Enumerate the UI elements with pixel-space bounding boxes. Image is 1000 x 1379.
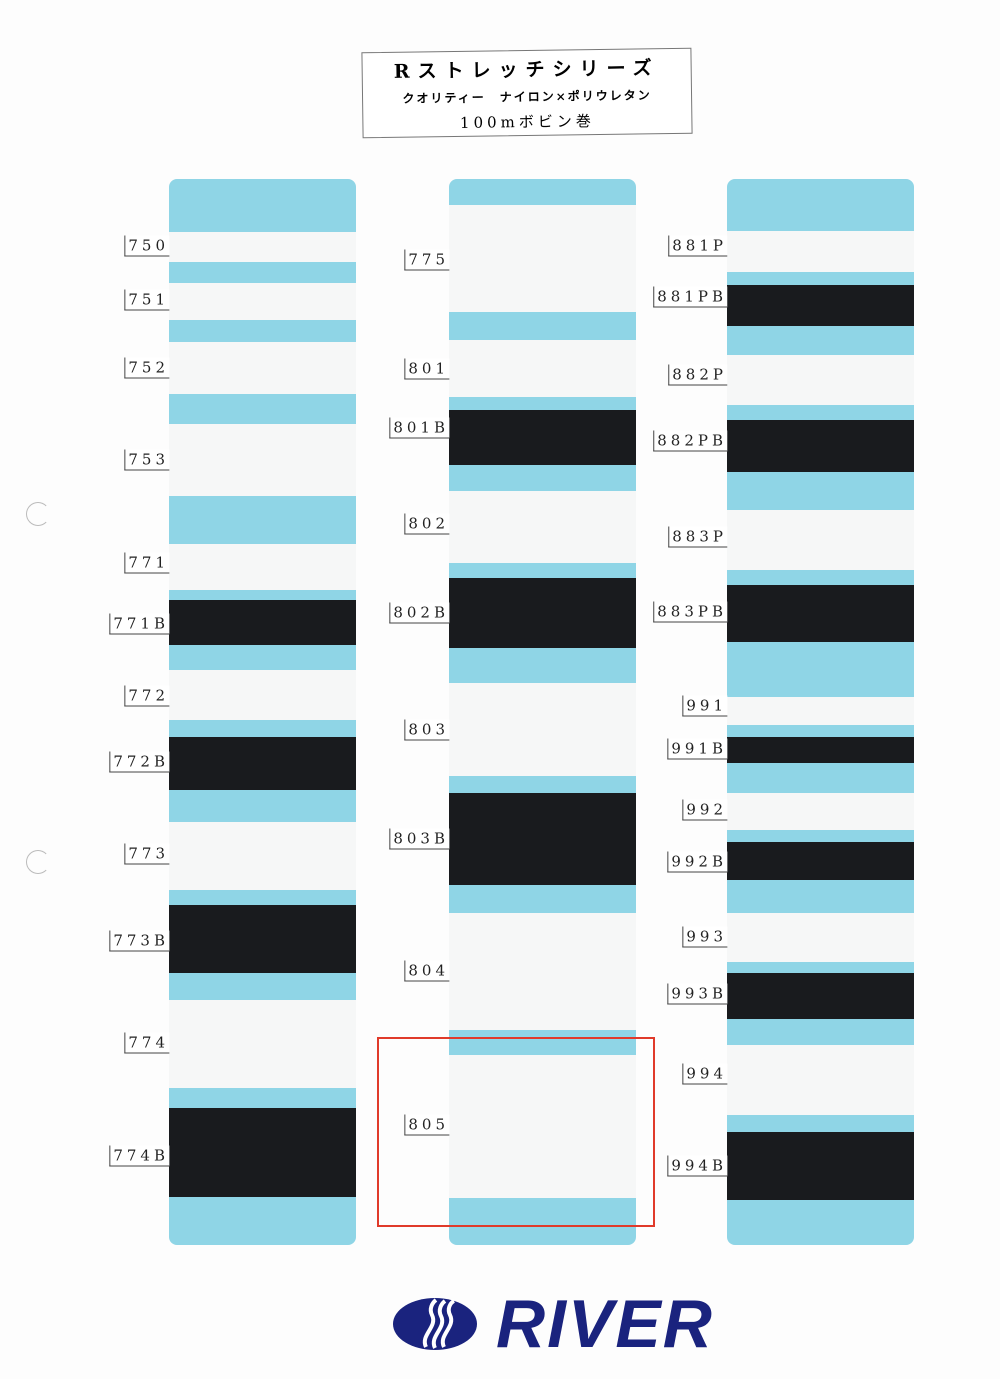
selection-highlight	[377, 1037, 655, 1227]
tape-sample-803B	[449, 793, 636, 885]
sample-column-3	[727, 179, 914, 1245]
tape-sample-991	[727, 697, 914, 725]
tape-sample-881P	[727, 231, 914, 272]
tape-sample-772	[169, 670, 356, 720]
binder-hole	[26, 850, 50, 874]
tape-sample-991B	[727, 737, 914, 763]
tape-sample-993	[727, 913, 914, 962]
sample-code-label: 991	[682, 695, 727, 717]
tape-sample-803	[449, 683, 636, 776]
sample-code-label: 882P	[668, 364, 727, 386]
brand-name: RIVER	[496, 1286, 714, 1362]
tape-sample-883P	[727, 510, 914, 570]
tape-sample-994B	[727, 1132, 914, 1200]
series-title: Rストレッチシリーズ	[393, 57, 660, 83]
sample-code-label: 801B	[389, 417, 449, 439]
sample-code-label: 771B	[109, 613, 169, 635]
tape-sample-773	[169, 822, 356, 890]
sample-code-label: 773B	[109, 930, 169, 952]
bobbin-subtitle: 100mボビン巻	[459, 112, 595, 132]
binder-hole	[26, 502, 50, 526]
material-subtitle: クオリティー ナイロン×ポリウレタン	[402, 88, 652, 106]
sample-code-label: 992	[682, 799, 727, 821]
tape-sample-752	[169, 342, 356, 394]
tape-sample-883PB	[727, 585, 914, 642]
tape-sample-774	[169, 1000, 356, 1088]
sample-code-label: 753	[124, 449, 169, 471]
tape-sample-773B	[169, 905, 356, 973]
tape-sample-771	[169, 544, 356, 590]
sample-code-label: 751	[124, 289, 169, 311]
tape-sample-775	[449, 205, 636, 312]
sample-code-label: 881P	[668, 235, 727, 257]
sample-code-label: 994	[682, 1063, 727, 1085]
river-wave-emblem-icon	[393, 1298, 477, 1350]
tape-sample-774B	[169, 1108, 356, 1197]
sample-code-label: 752	[124, 357, 169, 379]
tape-sample-992	[727, 793, 914, 830]
sample-code-label: 774	[124, 1032, 169, 1054]
tape-sample-801	[449, 340, 636, 397]
tape-sample-751	[169, 283, 356, 320]
sample-code-label: 993	[682, 926, 727, 948]
tape-sample-802B	[449, 578, 636, 648]
tape-sample-771B	[169, 600, 356, 645]
sample-code-label: 992B	[667, 851, 727, 873]
tape-sample-881PB	[727, 285, 914, 326]
tape-sample-882P	[727, 355, 914, 405]
sample-code-label: 774B	[109, 1145, 169, 1167]
sample-code-label: 801	[404, 358, 449, 380]
tape-sample-753	[169, 424, 356, 496]
sample-code-label: 804	[404, 960, 449, 982]
sample-code-label: 803B	[389, 828, 449, 850]
sample-code-label: 750	[124, 235, 169, 257]
tape-sample-805	[449, 1055, 636, 1198]
sample-code-label: 993B	[667, 983, 727, 1005]
tape-sample-994	[727, 1045, 914, 1115]
tape-sample-802	[449, 491, 636, 563]
sample-code-label: 802B	[389, 602, 449, 624]
tape-sample-772B	[169, 737, 356, 790]
sample-column-2	[449, 179, 636, 1245]
tape-sample-801B	[449, 410, 636, 465]
tape-sample-882PB	[727, 420, 914, 472]
tape-sample-804	[449, 913, 636, 1030]
sample-code-label: 994B	[667, 1155, 727, 1177]
sample-code-label: 772	[124, 685, 169, 707]
sample-code-label: 883P	[668, 526, 727, 548]
sample-code-label: 772B	[109, 751, 169, 773]
sample-code-label: 883PB	[653, 601, 727, 623]
sample-code-label: 802	[404, 513, 449, 535]
sample-code-label: 881PB	[653, 286, 727, 308]
sample-code-label: 803	[404, 719, 449, 741]
tape-sample-992B	[727, 842, 914, 880]
sample-code-label: 805	[404, 1114, 449, 1136]
sample-code-label: 991B	[667, 738, 727, 760]
sample-column-1	[169, 179, 356, 1245]
tape-sample-993B	[727, 973, 914, 1019]
sample-code-label: 771	[124, 552, 169, 574]
title-label: Rストレッチシリーズ クオリティー ナイロン×ポリウレタン 100mボビン巻	[361, 47, 693, 139]
sample-code-label: 775	[404, 249, 449, 271]
sample-code-label: 882PB	[653, 430, 727, 452]
tape-sample-750	[169, 232, 356, 262]
river-logo: RIVER	[392, 1285, 714, 1363]
sample-code-label: 773	[124, 843, 169, 865]
